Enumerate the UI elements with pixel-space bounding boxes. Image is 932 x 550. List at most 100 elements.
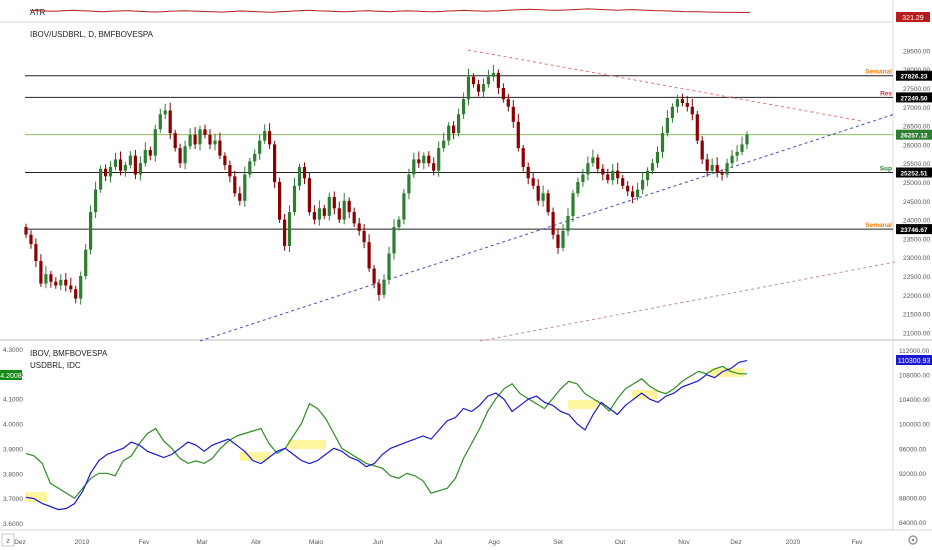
time-tick-label: Nov [678, 539, 690, 546]
candle-body [292, 185, 297, 213]
candle-body [183, 146, 187, 164]
candle-body [486, 76, 490, 85]
candle-body [29, 234, 33, 245]
candle-body [362, 230, 366, 243]
candle-body [745, 134, 749, 145]
settings-gear-icon[interactable] [908, 535, 918, 545]
candle-body [99, 168, 103, 190]
price-tick-label: 23500.00 [903, 236, 930, 243]
candle-body [670, 106, 674, 119]
time-tick-label: Abr [251, 539, 262, 546]
usdbrl-tick-label: 3.9000 [3, 446, 23, 453]
candle-body [641, 180, 645, 190]
candle-body [442, 140, 446, 149]
candle-body [94, 189, 98, 213]
ibov-tick-label: 84000.00 [899, 520, 926, 527]
level-badge-text: 26257.12 [900, 133, 927, 140]
atr-series-line [29, 8, 751, 14]
candle-body [636, 189, 640, 197]
zoom-control-icon[interactable] [1, 533, 15, 547]
level-badge [896, 92, 932, 103]
trend-lines [199, 49, 896, 342]
price-tick-label: 28000.00 [903, 67, 930, 74]
support-trend-line [199, 113, 896, 342]
candle-body [352, 212, 356, 224]
candle-body [621, 178, 625, 186]
candle-body [258, 140, 262, 154]
candle-body [531, 178, 535, 186]
candle-body [397, 219, 401, 228]
candle-body [660, 133, 665, 152]
candle-body [432, 163, 436, 171]
candle-body [526, 167, 530, 179]
level-badge-text: 25252.51 [900, 171, 927, 178]
candle-body [422, 155, 426, 164]
candle-body [307, 178, 311, 213]
usdbrl-tick-label: 3.6000 [3, 521, 23, 528]
candle-body [616, 170, 620, 179]
time-axis: Dez 2019 Fev Mar Abr Maio Jun Jul Ago Set Out Nov De… [14, 539, 863, 546]
candle-body [626, 185, 630, 192]
candle-body [631, 191, 635, 197]
price-tick-label: 24000.00 [903, 218, 930, 225]
candle-body [596, 157, 600, 169]
usdbrl-tick-label: 4.0000 [3, 422, 23, 429]
lower-pane-subtitle: USDBRL, IDC [30, 361, 81, 370]
candle-body [59, 279, 63, 286]
candle-body [417, 159, 421, 164]
time-tick-label: Maio [309, 539, 323, 546]
time-tick-label: Dez [730, 539, 742, 546]
candle-body [163, 110, 167, 115]
candle-body [297, 167, 302, 186]
candle-body [695, 114, 699, 141]
price-tick-label: 25500.00 [903, 161, 930, 168]
candle-body [123, 165, 127, 171]
level-badge-text: 27826.23 [900, 74, 927, 81]
level-badge [896, 167, 932, 178]
time-tick-label: Ago [488, 539, 500, 546]
ibov-axis: 112000.00 108000.00 104000.00 100000.00 9600… [899, 348, 930, 527]
candle-body [278, 182, 282, 220]
ibov-value-text: 110300.93 [898, 358, 931, 365]
level-name-label: Semanal [865, 222, 892, 229]
candle-body [740, 144, 744, 152]
atr-label: ATR [30, 8, 46, 17]
candle-body [168, 110, 172, 134]
candlesticks [24, 65, 749, 305]
candle-body [650, 163, 655, 171]
candle-body [720, 172, 724, 175]
level-name-label: Res [880, 90, 892, 97]
price-tick-label: 22000.00 [903, 293, 930, 300]
candle-body [566, 215, 570, 231]
candle-body [49, 274, 53, 282]
candle-body [193, 135, 197, 145]
candle-body [402, 193, 406, 220]
candle-body [481, 84, 486, 92]
main-price-axis: 28500.00 28000.00 27500.00 27000.00 26500.00… [903, 48, 930, 337]
price-tick-label: 27000.00 [903, 105, 930, 112]
candle-body [44, 274, 48, 284]
time-tick-label: Fev [852, 539, 864, 546]
candle-body [452, 125, 456, 134]
candle-body [113, 159, 118, 167]
candle-body [591, 157, 595, 164]
candle-body [476, 84, 481, 92]
time-tick-label: 2020 [786, 539, 801, 546]
candle-body [412, 159, 416, 175]
pane-frames [0, 0, 932, 531]
candle-body [104, 168, 108, 177]
main-pane-title: IBOV/USDBRL, D, BMFBOVESPA [30, 30, 154, 39]
candle-body [571, 193, 575, 216]
highlight-marks [25, 368, 744, 502]
candle-body [312, 212, 316, 220]
candle-body [466, 76, 471, 100]
candle-body [337, 208, 341, 220]
ibov-series-line [25, 360, 748, 511]
ibov-tick-label: 92000.00 [899, 471, 926, 478]
candle-body [332, 197, 336, 209]
candle-body [357, 223, 361, 231]
candle-body [457, 114, 461, 134]
axis-controls[interactable]: z [1, 533, 918, 547]
svg-text:z: z [6, 538, 10, 545]
candle-body [715, 165, 719, 173]
